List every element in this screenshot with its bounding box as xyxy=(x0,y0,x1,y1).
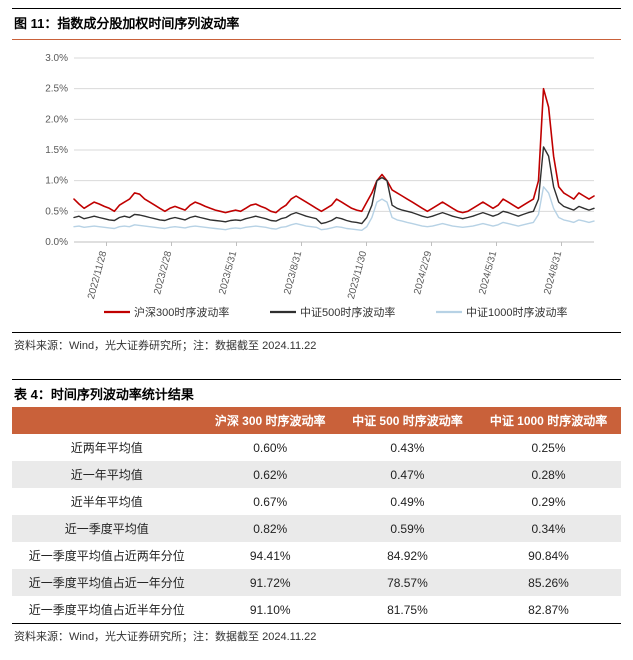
table-cell: 近一年平均值 xyxy=(12,461,202,488)
table-cell: 82.87% xyxy=(476,596,621,623)
svg-text:中证500时序波动率: 中证500时序波动率 xyxy=(300,305,395,319)
table-row: 近一季度平均值占近半年分位91.10%81.75%82.87% xyxy=(12,596,621,623)
table-header-cell xyxy=(12,407,202,434)
table-row: 近一年平均值0.62%0.47%0.28% xyxy=(12,461,621,488)
svg-text:1.5%: 1.5% xyxy=(45,145,68,156)
table-cell: 91.10% xyxy=(202,596,339,623)
figure-title-bar: 图 11：指数成分股加权时间序列波动率 xyxy=(12,8,621,40)
svg-text:2.0%: 2.0% xyxy=(45,114,68,125)
table-row: 近一季度平均值占近一年分位91.72%78.57%85.26% xyxy=(12,569,621,596)
svg-text:2024/2/29: 2024/2/29 xyxy=(412,250,434,296)
svg-text:2023/11/30: 2023/11/30 xyxy=(346,250,370,301)
table-cell: 78.57% xyxy=(339,569,476,596)
table-cell: 0.43% xyxy=(339,434,476,461)
table-cell: 近一季度平均值占近半年分位 xyxy=(12,596,202,623)
table-cell: 近一季度平均值占近两年分位 xyxy=(12,542,202,569)
svg-text:1.0%: 1.0% xyxy=(45,176,68,187)
table-cell: 0.29% xyxy=(476,488,621,515)
table-row: 近一季度平均值占近两年分位94.41%84.92%90.84% xyxy=(12,542,621,569)
table-cell: 90.84% xyxy=(476,542,621,569)
stats-table: 沪深 300 时序波动率中证 500 时序波动率中证 1000 时序波动率 近两… xyxy=(12,407,621,623)
table-header-cell: 沪深 300 时序波动率 xyxy=(202,407,339,434)
svg-text:2022/11/28: 2022/11/28 xyxy=(86,250,110,301)
table-cell: 近两年平均值 xyxy=(12,434,202,461)
table-cell: 91.72% xyxy=(202,569,339,596)
table-cell: 94.41% xyxy=(202,542,339,569)
svg-text:2024/8/31: 2024/8/31 xyxy=(542,250,564,296)
table-cell: 0.28% xyxy=(476,461,621,488)
table-cell: 近一季度平均值 xyxy=(12,515,202,542)
svg-text:沪深300时序波动率: 沪深300时序波动率 xyxy=(134,305,229,319)
svg-text:2023/2/28: 2023/2/28 xyxy=(152,250,174,296)
table-cell: 0.49% xyxy=(339,488,476,515)
table-cell: 84.92% xyxy=(339,542,476,569)
table-row: 近两年平均值0.60%0.43%0.25% xyxy=(12,434,621,461)
table-cell: 0.34% xyxy=(476,515,621,542)
svg-text:0.0%: 0.0% xyxy=(45,237,68,248)
table-header-cell: 中证 500 时序波动率 xyxy=(339,407,476,434)
table-cell: 近半年平均值 xyxy=(12,488,202,515)
svg-text:2023/5/31: 2023/5/31 xyxy=(217,250,239,296)
table-cell: 81.75% xyxy=(339,596,476,623)
svg-text:2024/5/31: 2024/5/31 xyxy=(477,250,499,296)
figure-title: 图 11：指数成分股加权时间序列波动率 xyxy=(14,16,239,31)
volatility-line-chart: 0.0% 0.5% 1.0% 1.5% 2.0% 2.5% 3.0% 2022/11/28 20… xyxy=(22,48,612,328)
table-row: 近一季度平均值0.82%0.59%0.34% xyxy=(12,515,621,542)
figure-source: 资料来源：Wind，光大证券研究所；注：数据截至 2024.11.22 xyxy=(12,332,621,355)
table-cell: 0.25% xyxy=(476,434,621,461)
svg-text:中证1000时序波动率: 中证1000时序波动率 xyxy=(466,305,567,319)
table-cell: 0.47% xyxy=(339,461,476,488)
table-header-row: 沪深 300 时序波动率中证 500 时序波动率中证 1000 时序波动率 xyxy=(12,407,621,434)
table-source: 资料来源：Wind，光大证券研究所；注：数据截至 2024.11.22 xyxy=(12,623,621,646)
table-row: 近半年平均值0.67%0.49%0.29% xyxy=(12,488,621,515)
table-cell: 0.82% xyxy=(202,515,339,542)
table-cell: 0.67% xyxy=(202,488,339,515)
table-cell: 近一季度平均值占近一年分位 xyxy=(12,569,202,596)
table-cell: 0.62% xyxy=(202,461,339,488)
svg-text:3.0%: 3.0% xyxy=(45,53,68,64)
svg-text:2023/8/31: 2023/8/31 xyxy=(282,250,304,296)
table-cell: 0.60% xyxy=(202,434,339,461)
table-cell: 85.26% xyxy=(476,569,621,596)
table-header-cell: 中证 1000 时序波动率 xyxy=(476,407,621,434)
table-cell: 0.59% xyxy=(339,515,476,542)
svg-text:0.5%: 0.5% xyxy=(45,206,68,217)
table-title: 表 4：时间序列波动率统计结果 xyxy=(12,379,621,407)
svg-text:2.5%: 2.5% xyxy=(45,84,68,95)
chart-container: 0.0% 0.5% 1.0% 1.5% 2.0% 2.5% 3.0% 2022/11/28 20… xyxy=(12,40,621,332)
